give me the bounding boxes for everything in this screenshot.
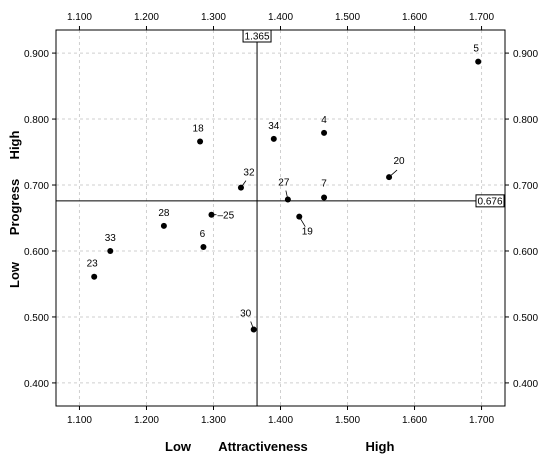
data-point	[200, 244, 207, 251]
point-label: 32	[243, 168, 255, 179]
x-axis-label-high: High	[366, 439, 395, 454]
data-points: 5 4 34 18 20 32 7 27 19 –25 28 6 33 23 30	[87, 44, 482, 333]
point-label: 30	[240, 308, 252, 319]
data-point	[284, 196, 291, 203]
point-label: 33	[105, 233, 117, 244]
x-tick-label-bottom: 1.400	[268, 415, 293, 426]
data-point	[321, 129, 328, 136]
point-label: 27	[278, 178, 290, 189]
point-label: 20	[394, 156, 406, 167]
point-label: 19	[302, 227, 314, 238]
x-axis-label-low: Low	[165, 439, 192, 454]
point-label: 34	[268, 121, 280, 132]
data-point	[208, 211, 215, 218]
x-tick-label-top: 1.200	[134, 12, 159, 23]
y-axis-label: Progress	[7, 179, 22, 235]
point-label: 18	[193, 123, 205, 134]
data-point	[107, 247, 114, 254]
axis-ticks: 1.100 1.100 1.200 1.200 1.300 1.300 1.400 1.400…	[24, 12, 538, 426]
point-label: –25	[217, 211, 234, 222]
y-tick-label-right: 0.500	[513, 313, 538, 324]
x-reference-box	[242, 29, 272, 43]
data-point	[270, 135, 277, 142]
x-axis-label: Attractiveness	[218, 439, 308, 454]
data-point	[475, 58, 482, 65]
y-tick-label-right: 0.600	[513, 247, 538, 258]
data-point	[296, 213, 303, 220]
point-label: 23	[87, 259, 99, 270]
data-point	[91, 273, 98, 280]
y-tick-label-left: 0.600	[24, 247, 49, 258]
x-reference-label: 1.365	[245, 32, 270, 43]
point-label: 4	[321, 115, 327, 126]
y-tick-label-left: 0.800	[24, 115, 49, 126]
x-tick-label-top: 1.600	[402, 12, 427, 23]
data-point	[250, 326, 257, 333]
y-tick-label-left: 0.400	[24, 379, 49, 390]
y-axis-label-low: Low	[7, 261, 22, 288]
y-reference-box	[475, 194, 505, 208]
reference-lines: 1.365 0.676	[56, 29, 505, 406]
x-tick-label-top: 1.400	[268, 12, 293, 23]
point-label: 5	[473, 44, 479, 55]
x-tick-label-bottom: 1.100	[67, 415, 92, 426]
y-tick-label-left: 0.700	[24, 181, 49, 192]
x-tick-label-bottom: 1.500	[335, 415, 360, 426]
y-tick-label-right: 0.900	[513, 49, 538, 60]
x-tick-label-top: 1.100	[67, 12, 92, 23]
data-point	[197, 138, 204, 145]
x-tick-label-bottom: 1.300	[201, 415, 226, 426]
x-tick-label-bottom: 1.200	[134, 415, 159, 426]
y-tick-label-right: 0.700	[513, 181, 538, 192]
y-tick-label-right: 0.400	[513, 379, 538, 390]
x-tick-label-bottom: 1.600	[402, 415, 427, 426]
point-label: 7	[321, 179, 327, 190]
x-tick-label-top: 1.500	[335, 12, 360, 23]
data-point	[321, 194, 328, 201]
data-point	[160, 222, 167, 229]
y-reference-label: 0.676	[477, 196, 502, 207]
x-tick-label-top: 1.700	[469, 12, 494, 23]
y-tick-label-left: 0.500	[24, 313, 49, 324]
x-tick-label-top: 1.300	[201, 12, 226, 23]
y-tick-label-right: 0.800	[513, 115, 538, 126]
point-label: 28	[158, 208, 170, 219]
y-tick-label-left: 0.900	[24, 49, 49, 60]
y-axis-label-high: High	[7, 131, 22, 160]
grid	[56, 30, 505, 406]
data-point	[237, 184, 244, 191]
x-tick-label-bottom: 1.700	[469, 415, 494, 426]
point-label: 6	[200, 229, 206, 240]
data-point	[386, 174, 393, 181]
